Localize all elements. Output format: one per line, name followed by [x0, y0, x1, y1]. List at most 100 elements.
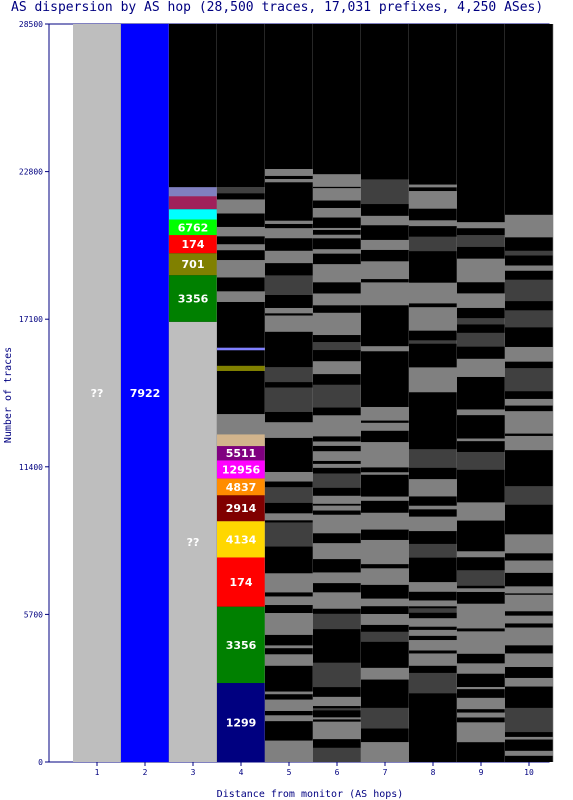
minor-as-segment — [217, 260, 265, 278]
minor-as-segment — [361, 613, 409, 625]
minor-as-segment — [361, 215, 409, 226]
minor-as-segment — [457, 749, 505, 762]
minor-as-segment — [409, 449, 457, 468]
minor-as-segment — [505, 265, 553, 271]
minor-as-segment — [313, 415, 361, 437]
minor-as-segment — [361, 179, 409, 205]
minor-as-segment — [505, 214, 553, 238]
minor-as-segment — [313, 613, 361, 630]
y-tick-label: 0 — [38, 758, 43, 767]
minor-as-segment — [217, 199, 265, 214]
minor-as-segment — [169, 166, 217, 180]
segment-label: 4837 — [226, 481, 257, 494]
minor-as-segment — [313, 721, 361, 740]
minor-as-segment — [361, 667, 409, 680]
minor-as-segment — [313, 572, 361, 584]
minor-as-segment — [505, 736, 553, 740]
minor-as-segment — [505, 534, 553, 554]
minor-as-segment — [409, 600, 457, 607]
minor-as-segment — [313, 495, 361, 504]
segment-label: 1299 — [226, 717, 257, 730]
bar-segment — [169, 187, 217, 197]
segment-label: 2914 — [226, 502, 257, 515]
minor-as-segment — [457, 663, 505, 674]
x-tick-label: 6 — [335, 768, 340, 777]
minor-as-segment — [361, 539, 409, 565]
minor-as-segment — [265, 723, 313, 736]
minor-as-segment — [409, 582, 457, 592]
minor-as-segment — [409, 726, 457, 736]
minor-as-segment — [457, 502, 505, 521]
minor-as-segment — [265, 522, 313, 547]
minor-as-segment — [457, 222, 505, 229]
minor-as-segment — [265, 471, 313, 482]
minor-as-segment — [361, 742, 409, 762]
minor-as-segment — [505, 455, 553, 474]
minor-as-segment — [265, 422, 313, 438]
minor-as-segment — [409, 282, 457, 304]
minor-as-segment — [457, 235, 505, 247]
minor-as-segment — [217, 323, 265, 335]
minor-as-segment — [457, 258, 505, 283]
minor-as-segment — [505, 759, 553, 762]
minor-as-segment — [265, 654, 313, 666]
x-tick-label: 4 — [239, 768, 244, 777]
minor-as-segment — [505, 750, 553, 756]
bar-segment — [169, 196, 217, 210]
x-tick-label: 10 — [524, 768, 534, 777]
minor-as-segment — [409, 694, 457, 715]
minor-as-segment — [409, 505, 457, 510]
minor-as-segment — [265, 645, 313, 649]
minor-as-segment — [409, 184, 457, 188]
bar-segment — [217, 606, 265, 684]
minor-as-segment — [409, 367, 457, 393]
y-tick-label: 28500 — [19, 20, 43, 29]
minor-as-segment — [265, 442, 313, 460]
x-axis-label: Distance from monitor (AS hops) — [217, 789, 404, 800]
x-tick-label: 3 — [191, 768, 196, 777]
segment-label: 174 — [230, 576, 253, 589]
minor-as-segment — [505, 310, 553, 328]
minor-as-segment — [457, 358, 505, 377]
minor-as-segment — [265, 596, 313, 606]
minor-as-segment — [313, 174, 361, 187]
bar-segment — [217, 557, 265, 607]
minor-as-segment — [457, 332, 505, 347]
minor-as-segment — [505, 208, 553, 213]
minor-as-segment — [313, 473, 361, 488]
minor-as-segment — [265, 573, 313, 593]
minor-as-segment — [313, 639, 361, 662]
minor-as-segment — [409, 618, 457, 627]
minor-as-segment — [265, 228, 313, 239]
minor-as-segment — [409, 743, 457, 762]
minor-as-segment — [409, 424, 457, 440]
y-tick-label: 5700 — [24, 610, 43, 619]
minor-as-segment — [505, 507, 553, 521]
x-tick-label: 2 — [143, 768, 148, 777]
bar-segment — [121, 24, 169, 762]
minor-as-segment — [505, 411, 553, 434]
minor-as-segment — [361, 496, 409, 501]
minor-as-segment — [217, 291, 265, 302]
x-tick-label: 1 — [95, 768, 100, 777]
minor-as-segment — [265, 367, 313, 383]
bar-segment — [217, 446, 265, 461]
minor-as-segment — [361, 512, 409, 530]
minor-as-segment — [217, 303, 265, 317]
minor-as-segment — [313, 451, 361, 461]
minor-as-segment — [313, 361, 361, 375]
minor-as-segment — [457, 631, 505, 654]
minor-as-segment — [361, 346, 409, 352]
minor-as-segment — [409, 543, 457, 558]
minor-as-segment — [505, 486, 553, 505]
minor-as-segment — [361, 318, 409, 339]
minor-as-segment — [409, 348, 457, 366]
minor-as-segment — [265, 339, 313, 361]
minor-as-segment — [313, 463, 361, 468]
minor-as-segment — [361, 707, 409, 729]
minor-as-segment — [457, 409, 505, 416]
minor-as-segment — [505, 435, 553, 451]
minor-as-segment — [313, 441, 361, 446]
minor-as-segment — [505, 346, 553, 362]
bar-segment — [217, 495, 265, 522]
